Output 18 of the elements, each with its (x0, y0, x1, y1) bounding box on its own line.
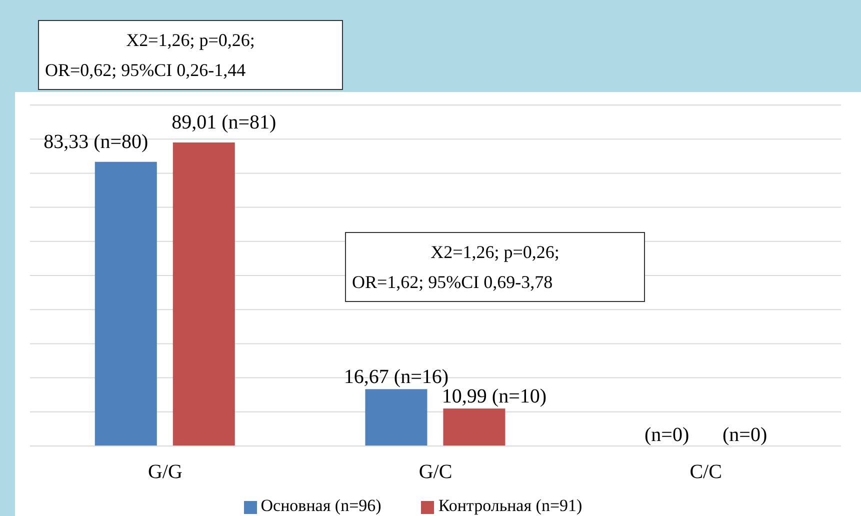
text-box: X2=1,26; p=0,26; OR=0,62; 95%CI 0,26-1,44 (38, 20, 343, 90)
legend-label: Контрольная (n=91) (438, 496, 582, 515)
bar (94, 162, 157, 446)
data-label: 83,33 (n=80) (44, 130, 148, 153)
bar (365, 389, 428, 446)
annotation: (n=0) (644, 424, 690, 446)
text-box: X2=1,26; p=0,26; OR=1,62; 95%CI 0,69-3,78 (345, 232, 645, 302)
data-label: 16,67 (n=16) (344, 366, 449, 388)
bar (172, 142, 235, 446)
annotation: (n=0) (722, 424, 768, 446)
x-tick-label: G/C (418, 461, 452, 484)
data-label: 10,99 (n=10) (442, 386, 547, 408)
annotation: X2=1,26; p=0,26; OR=1,62; 95%CI 0,69-3,78 (352, 241, 560, 294)
x-tick-label: C/C (690, 461, 722, 484)
bar (443, 408, 506, 446)
data-label: 89,01 (n=81) (172, 111, 276, 134)
legend-label: Основная (n=96) (260, 496, 382, 515)
x-tick-label: G/G (148, 461, 182, 484)
